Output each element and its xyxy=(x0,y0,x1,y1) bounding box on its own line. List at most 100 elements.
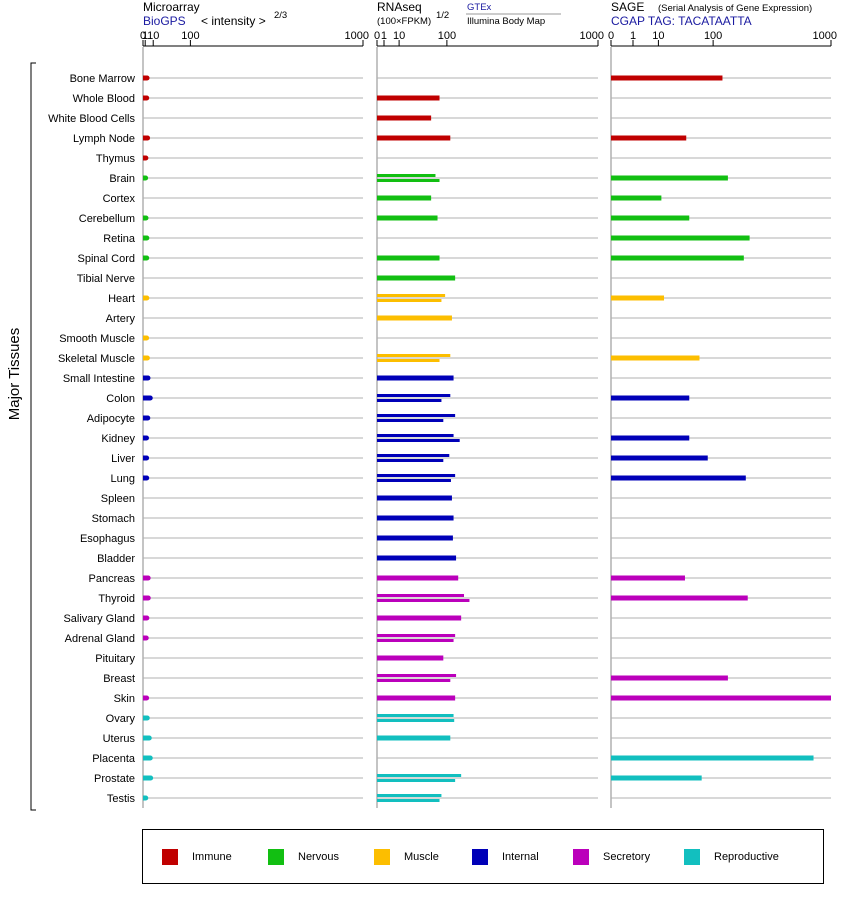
bar-cap-brain xyxy=(143,175,149,181)
legend-label: Reproductive xyxy=(714,851,779,863)
bar-liver-1 xyxy=(377,454,450,457)
bar-cap-colon xyxy=(147,395,153,401)
panel-sage: SAGE (Serial Analysis of Gene Expression)… xyxy=(608,0,837,808)
legend-item-immune: Immune xyxy=(162,849,232,865)
scale-note: < intensity > xyxy=(201,14,266,28)
legend: Immune Nervous Muscle Internal Secretory Repr… xyxy=(142,829,824,884)
category-label-brain: Brain xyxy=(109,173,135,185)
bar-cap-skeletal-muscle xyxy=(144,355,150,361)
bar-spinal-cord xyxy=(611,255,744,261)
category-label-lung: Lung xyxy=(111,473,135,485)
bar-white-blood-cells xyxy=(377,115,432,121)
category-label-placenta: Placenta xyxy=(92,753,136,765)
legend-label: Immune xyxy=(192,851,232,863)
tissues-bracket xyxy=(30,62,36,811)
bar-colon xyxy=(143,395,151,401)
bar-pancreas xyxy=(143,575,149,581)
bar-lung xyxy=(611,475,746,481)
bar-cap-lung xyxy=(144,475,150,481)
axis-tick-label: 1 xyxy=(630,30,636,42)
bar-cap-pancreas xyxy=(145,575,151,581)
category-label-liver: Liver xyxy=(111,453,135,465)
category-label-white-blood-cells: White Blood Cells xyxy=(48,113,135,125)
bar-bladder xyxy=(377,555,457,561)
bar-adrenal-gland-1 xyxy=(377,634,456,637)
legend-item-reproductive: Reproductive xyxy=(684,849,779,865)
bar-cap-testis xyxy=(143,795,149,801)
panel-rnaseq: RNAseq (100×FPKM) 1/2 GTEx Illumina Body Map… xyxy=(374,0,604,808)
bar-skeletal-muscle-1 xyxy=(377,354,451,357)
bar-adipocyte-2 xyxy=(377,419,444,422)
category-label-thyroid: Thyroid xyxy=(98,593,135,605)
bar-cap-thymus xyxy=(143,155,149,161)
bar-cap-whole-blood xyxy=(144,95,150,101)
bar-pituitary xyxy=(377,655,444,661)
legend-label: Muscle xyxy=(404,851,439,863)
bar-cerebellum xyxy=(377,215,438,221)
category-label-artery: Artery xyxy=(106,313,136,325)
category-label-spinal-cord: Spinal Cord xyxy=(78,253,135,265)
category-label-breast: Breast xyxy=(103,673,135,685)
bar-placenta xyxy=(611,755,814,761)
bar-esophagus xyxy=(377,535,453,541)
legend-swatch xyxy=(573,849,589,865)
bar-thyroid xyxy=(143,595,149,601)
bar-bone-marrow xyxy=(611,75,723,81)
legend-item-nervous: Nervous xyxy=(268,849,339,865)
bar-cap-spinal-cord xyxy=(144,255,150,261)
legend-item-internal: Internal xyxy=(472,849,539,865)
bar-uterus xyxy=(377,735,451,741)
bar-whole-blood xyxy=(377,95,440,101)
bar-heart xyxy=(611,295,665,301)
bar-artery xyxy=(377,315,452,321)
bar-cap-bone-marrow xyxy=(144,75,150,81)
bar-adipocyte-1 xyxy=(377,414,456,417)
bar-brain-1 xyxy=(377,174,436,177)
bar-prostate-2 xyxy=(377,779,456,782)
category-label-stomach: Stomach xyxy=(92,513,135,525)
category-label-cerebellum: Cerebellum xyxy=(79,213,135,225)
scale-exponent: 2/3 xyxy=(274,10,287,21)
axis-tick-label: 1 xyxy=(381,30,387,42)
bar-cap-skin xyxy=(144,695,150,701)
bar-thyroid-1 xyxy=(377,594,465,597)
category-labels: Bone Marrow Whole Blood White Blood Cells L… xyxy=(48,73,136,805)
bar-kidney-1 xyxy=(377,434,454,437)
category-label-bone-marrow: Bone Marrow xyxy=(70,73,135,85)
source-label-illumina: Illumina Body Map xyxy=(467,16,545,27)
legend-swatch xyxy=(268,849,284,865)
bar-spinal-cord xyxy=(377,255,440,261)
bar-cap-heart xyxy=(144,295,150,301)
panel-title: Microarray xyxy=(143,0,200,14)
bar-cap-ovary xyxy=(144,715,150,721)
legend-swatch xyxy=(684,849,700,865)
bar-cap-liver xyxy=(144,455,150,461)
bar-cap-small-intestine xyxy=(145,375,151,381)
category-label-smooth-muscle: Smooth Muscle xyxy=(59,333,135,345)
bar-ovary-2 xyxy=(377,719,455,722)
panel-title: SAGE xyxy=(611,0,644,14)
bar-lung-1 xyxy=(377,474,456,477)
bar-spleen xyxy=(377,495,452,501)
bar-kidney-2 xyxy=(377,439,460,442)
bar-lung-2 xyxy=(377,479,451,482)
bar-placenta xyxy=(143,755,151,761)
category-label-cortex: Cortex xyxy=(103,193,136,205)
bar-cap-lymph-node xyxy=(145,135,151,141)
panel-title-note: (Serial Analysis of Gene Expression) xyxy=(658,3,812,14)
bar-cap-smooth-muscle xyxy=(144,335,150,341)
bar-skeletal-muscle xyxy=(611,355,700,361)
bar-cortex xyxy=(377,195,432,201)
legend-label: Secretory xyxy=(603,851,651,863)
bar-testis-1 xyxy=(377,794,442,797)
bar-brain xyxy=(611,175,728,181)
bar-salivary-gland xyxy=(377,615,462,621)
bar-breast-2 xyxy=(377,679,451,682)
category-label-pituitary: Pituitary xyxy=(95,653,135,665)
axis-tick-label: 0 xyxy=(608,30,614,42)
bar-colon xyxy=(611,395,690,401)
bar-cap-adipocyte xyxy=(145,415,151,421)
bar-prostate xyxy=(611,775,702,781)
bar-retina xyxy=(611,235,750,241)
